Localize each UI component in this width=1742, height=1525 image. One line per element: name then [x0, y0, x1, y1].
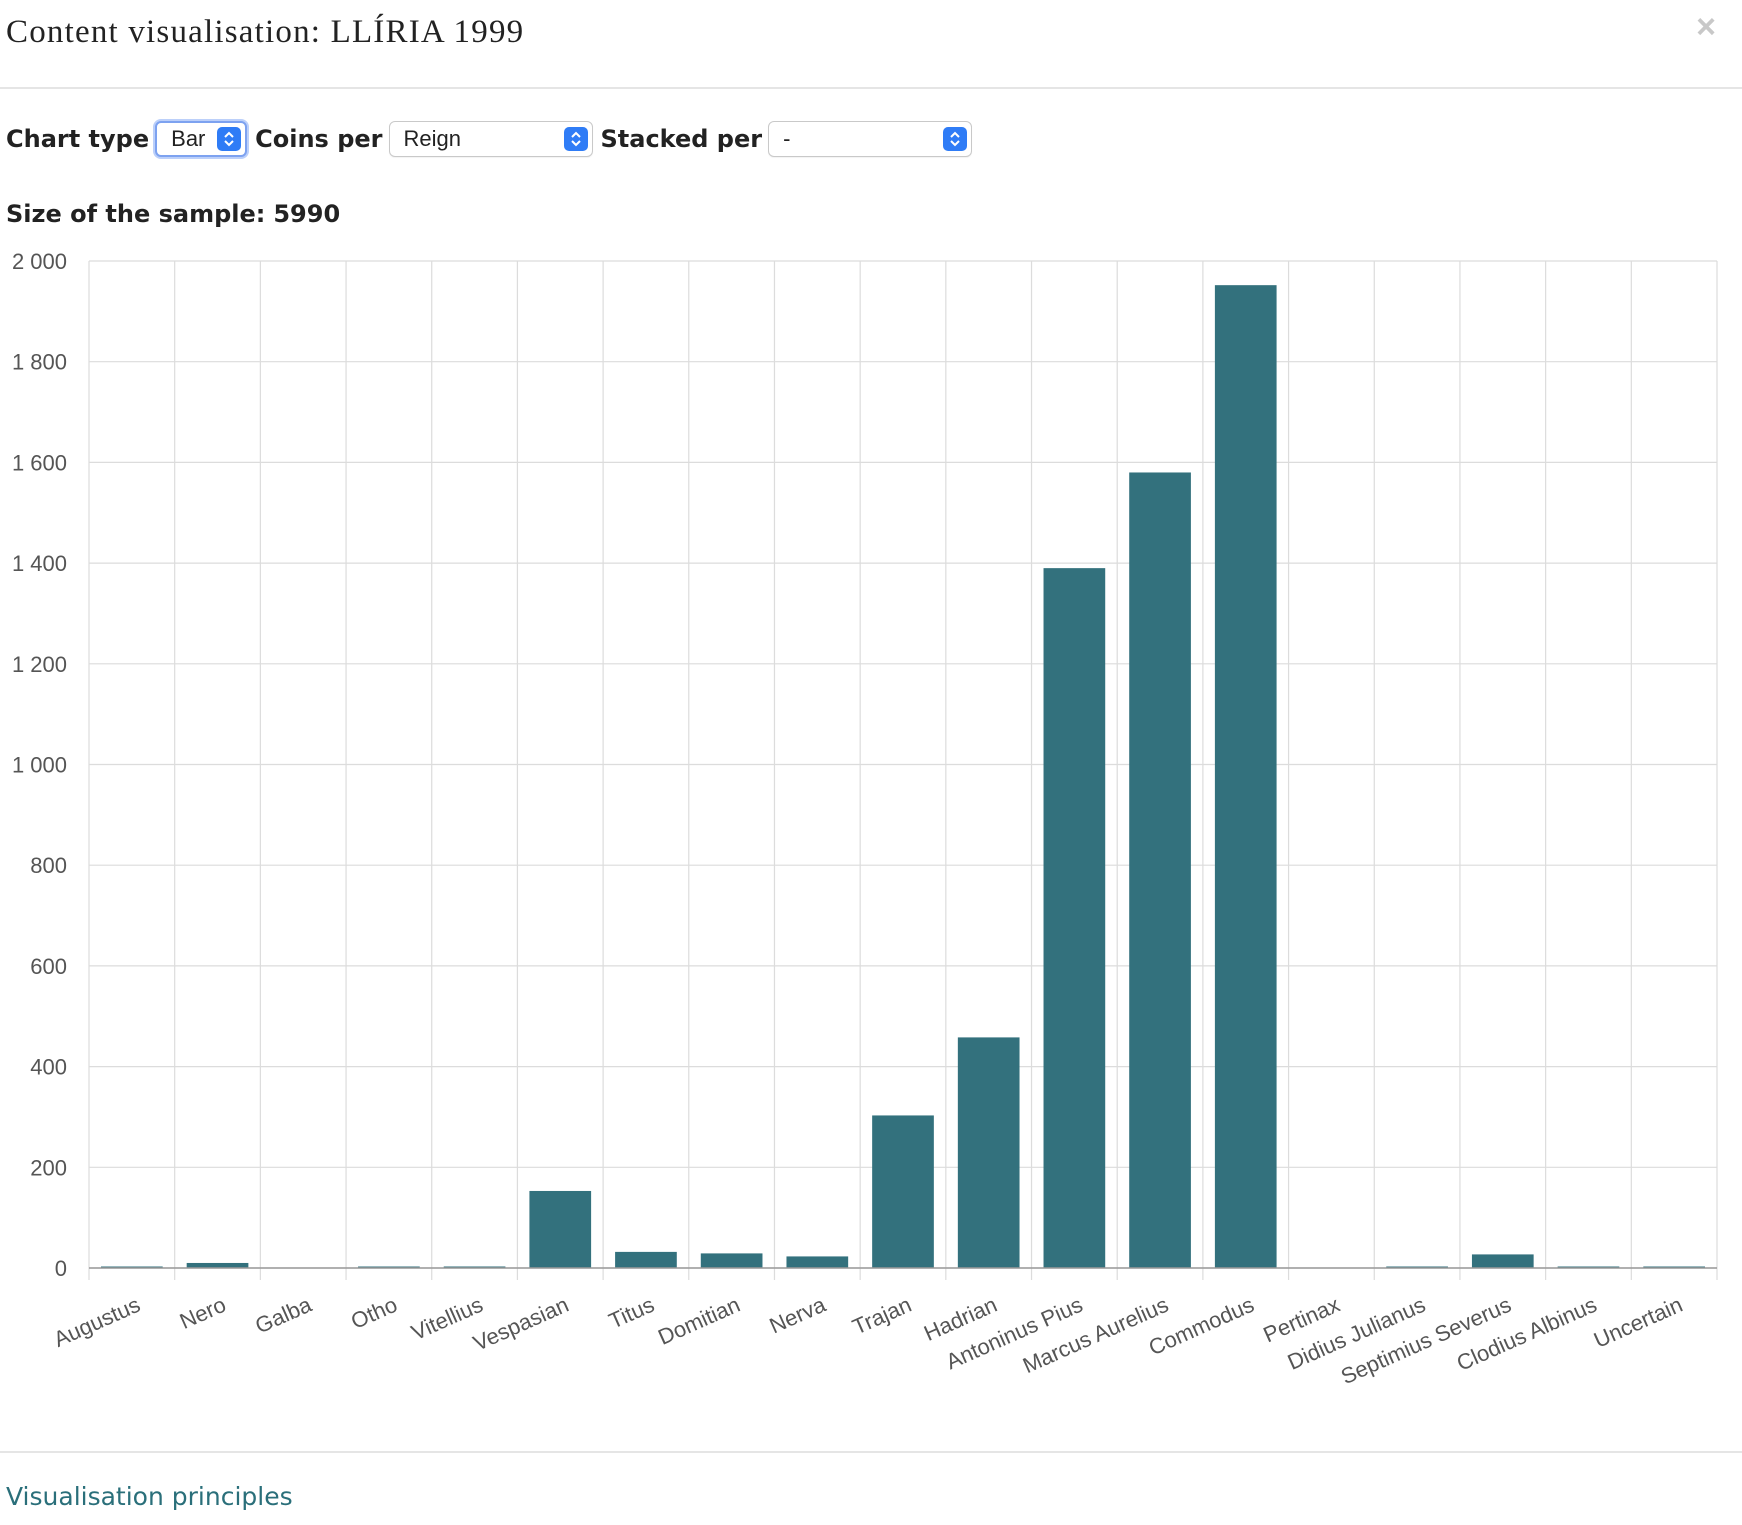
chevron-up-down-icon	[943, 127, 968, 151]
bar-chart: 0 200 400 600 800 1 000 1 200 1 400 1 600 1 800 2 …	[12, 249, 1718, 1389]
sample-size: Size of the sample: 5990	[6, 200, 348, 228]
modal-header: Content visualisation: LLÍRIA 1999 ×	[0, 0, 1742, 89]
y-tick-label: 800	[30, 853, 67, 878]
bar-commodus	[1214, 285, 1277, 1269]
footer-divider	[0, 1451, 1742, 1453]
chart-type-label: Chart type	[6, 125, 150, 153]
stacked-per-label: Stacked per	[600, 125, 763, 153]
bar-domitian	[700, 1253, 763, 1268]
x-tick-label: Augustus	[50, 1292, 144, 1352]
y-tick-label: 1 400	[12, 551, 67, 576]
bar-vitellius	[443, 1266, 506, 1268]
y-tick-label: 200	[30, 1155, 67, 1180]
modal-title: Content visualisation: LLÍRIA 1999	[6, 14, 525, 50]
bar-trajan	[872, 1115, 934, 1268]
x-tick-label: Trajan	[849, 1292, 915, 1340]
y-tick-label: 400	[30, 1055, 67, 1080]
y-tick-label: 1 200	[12, 652, 67, 677]
bar-titus	[615, 1251, 677, 1268]
bar-nerva	[786, 1256, 849, 1268]
x-tick-label: Vespasian	[469, 1292, 572, 1356]
bar-vespasian	[529, 1190, 592, 1268]
stacked-per-value: -	[783, 126, 791, 151]
chevron-up-down-icon	[217, 127, 242, 151]
x-tick-label: Domitian	[654, 1292, 743, 1350]
chart-controls: Chart type Bar Coins per Reign Stacked p…	[6, 118, 980, 160]
close-icon[interactable]: ×	[1696, 8, 1716, 46]
chevron-up-down-icon	[563, 127, 588, 151]
bar-marcus-aurelius	[1129, 472, 1191, 1269]
bar-nero	[186, 1262, 249, 1268]
x-tick-label: Uncertain	[1590, 1292, 1686, 1353]
y-tick-label: 600	[30, 954, 67, 979]
y-tick-label: 1 600	[12, 450, 67, 475]
sample-size-label: Size of the sample:	[6, 200, 266, 228]
sample-size-value: 5990	[273, 200, 341, 228]
x-tick-label: Nerva	[766, 1291, 830, 1338]
y-tick-label: 1 000	[12, 753, 67, 778]
y-tick-label: 0	[55, 1256, 67, 1281]
x-tick-label: Nero	[176, 1292, 230, 1334]
y-tick-label: 1 800	[12, 350, 67, 375]
stacked-per-select[interactable]: -	[768, 121, 973, 157]
y-tick-label: 2 000	[12, 249, 67, 274]
bar-hadrian	[957, 1037, 1020, 1268]
coins-per-value: Reign	[403, 126, 461, 151]
coins-per-label: Coins per	[255, 125, 383, 153]
bar-antoninus-pius	[1043, 568, 1106, 1268]
visualisation-principles-link[interactable]: Visualisation principles	[6, 1482, 293, 1511]
chart-type-select[interactable]: Bar	[155, 121, 248, 157]
coins-per-select[interactable]: Reign	[388, 121, 593, 157]
chart-type-value: Bar	[171, 126, 206, 151]
x-tick-label: Galba	[251, 1291, 315, 1338]
x-tick-label: Otho	[347, 1292, 401, 1334]
x-tick-label: Titus	[605, 1292, 658, 1334]
bar-septimius-severus	[1471, 1254, 1534, 1268]
